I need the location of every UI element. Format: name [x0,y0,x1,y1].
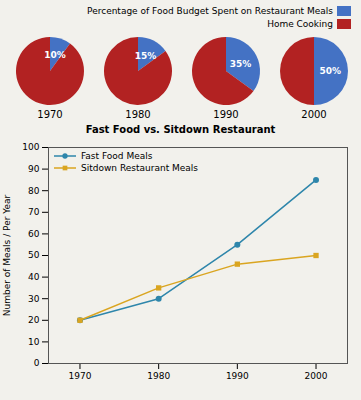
svg-text:100: 100 [22,142,39,152]
svg-text:1970: 1970 [69,371,92,381]
svg-text:30: 30 [28,294,40,304]
html-text:1970: 1970 [37,109,63,120]
svg-text:70: 70 [28,207,40,217]
svg-text:80: 80 [28,186,40,196]
svg-text:1980: 1980 [147,371,170,381]
html-text:Percentage of Food Budget Spen: Percentage of Food Budget Spent on Resta… [87,6,333,16]
svg-text:40: 40 [28,272,40,282]
svg-text:20: 20 [28,315,40,325]
svg-text:10%: 10% [44,50,66,60]
html-text:1990: 1990 [213,109,239,120]
html-text:Sitdown Restaurant Meals: Sitdown Restaurant Meals [81,163,198,173]
svg-text:Number of Meals / Per Year: Number of Meals / Per Year [2,194,12,316]
html-text:2000: 2000 [301,109,327,120]
svg-text:50: 50 [28,250,40,260]
html-text:1980: 1980 [125,109,151,120]
svg-text:0: 0 [34,358,40,368]
svg-text:10: 10 [28,337,40,347]
svg-text:2000: 2000 [305,371,328,381]
svg-text:15%: 15% [135,51,157,61]
svg-text:1990: 1990 [226,371,249,381]
svg-text:35%: 35% [230,59,252,69]
html-text:Fast Food Meals: Fast Food Meals [81,151,153,161]
html-text:Home Cooking: Home Cooking [267,19,333,29]
svg-text:60: 60 [28,229,40,239]
html-text:Fast Food vs. Sitdown Restaura: Fast Food vs. Sitdown Restaurant [85,124,276,135]
svg-text:90: 90 [28,164,40,174]
svg-text:50%: 50% [320,66,342,76]
